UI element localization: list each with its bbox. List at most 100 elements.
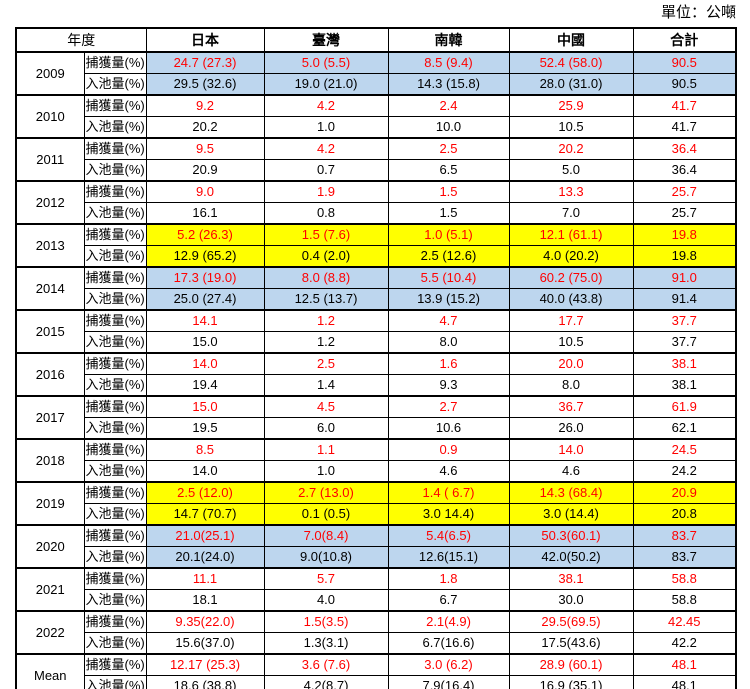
- data-cell: 5.5 (10.4): [387, 266, 510, 289]
- data-cell: 52.4 (58.0): [508, 51, 634, 74]
- data-cell: 3.0 14.4): [387, 503, 510, 526]
- data-cell: 4.0 (20.2): [508, 245, 634, 268]
- table-row-2017-catch: 2017 捕獲量(%) 15.0 4.5 2.7 36.7 61.9: [15, 395, 737, 440]
- table-row-2009-pond: 入池量(%) 29.5 (32.6) 19.0 (21.0) 14.3 (15.8) 2…: [16, 73, 737, 96]
- year-label: 2015: [15, 309, 85, 354]
- data-cell: 2.5: [263, 352, 389, 375]
- data-cell: 9.3: [387, 374, 510, 397]
- pond-row-label: 入池量(%): [83, 73, 147, 96]
- data-cell: 1.1: [263, 438, 389, 461]
- data-cell: 0.1 (0.5): [263, 503, 389, 526]
- data-cell: 42.45: [632, 610, 737, 633]
- data-cell: 8.0: [508, 374, 634, 397]
- data-cell: 12.6(15.1): [387, 546, 510, 569]
- data-cell: 19.5: [145, 417, 265, 440]
- data-cell: 30.0: [508, 589, 634, 612]
- table-row-2013-pond: 入池量(%) 12.9 (65.2) 0.4 (2.0) 2.5 (12.6) 4.0 …: [16, 245, 737, 268]
- catch-row-label: 捕獲量(%): [83, 653, 147, 676]
- data-cell: 1.5(3.5): [263, 610, 389, 633]
- data-cell: 19.0 (21.0): [263, 73, 389, 96]
- data-cell: 3.6 (7.6): [263, 653, 389, 676]
- data-cell: 4.0: [263, 589, 389, 612]
- data-cell: 2.4: [387, 94, 510, 117]
- data-cell: 14.0: [145, 352, 265, 375]
- table-row-2013-catch: 2013 捕獲量(%) 5.2 (26.3) 1.5 (7.6) 1.0 (5.1) 12…: [15, 223, 737, 268]
- data-cell: 4.7: [387, 309, 510, 332]
- table-row-2019-catch: 2019 捕獲量(%) 2.5 (12.0) 2.7 (13.0) 1.4 ( 6.7)…: [15, 481, 737, 526]
- data-cell: 48.1: [632, 675, 737, 689]
- data-cell: 9.0(10.8): [263, 546, 389, 569]
- data-cell: 15.0: [145, 395, 265, 418]
- data-cell: 26.0: [508, 417, 634, 440]
- data-cell: 14.0: [145, 460, 265, 483]
- data-cell: 42.2: [632, 632, 737, 655]
- data-cell: 37.7: [632, 309, 737, 332]
- data-cell: 41.7: [632, 116, 737, 139]
- year-label: 2016: [15, 352, 85, 397]
- data-cell: 11.1: [145, 567, 265, 590]
- year-label: 2012: [15, 180, 85, 225]
- column-header-japan: 日本: [145, 27, 265, 53]
- data-cell: 2.5: [387, 137, 510, 160]
- pond-row-label: 入池量(%): [83, 245, 147, 268]
- data-cell: 16.9 (35.1): [508, 675, 634, 689]
- data-cell: 90.5: [632, 51, 737, 74]
- data-cell: 4.6: [508, 460, 634, 483]
- data-cell: 19.8: [632, 245, 737, 268]
- data-cell: 16.1: [145, 202, 265, 225]
- data-cell: 50.3(60.1): [508, 524, 634, 547]
- data-cell: 1.2: [263, 309, 389, 332]
- unit-label: 單位：公噸: [660, 4, 736, 21]
- data-cell: 8.0: [387, 331, 510, 354]
- pond-row-label: 入池量(%): [83, 589, 147, 612]
- data-cell: 2.5 (12.6): [387, 245, 510, 268]
- data-cell: 1.4 ( 6.7): [387, 481, 510, 504]
- table-row-2011-catch: 2011 捕獲量(%) 9.5 4.2 2.5 20.2 36.4: [15, 137, 737, 182]
- data-cell: 5.2 (26.3): [145, 223, 265, 246]
- table-row-2016-catch: 2016 捕獲量(%) 14.0 2.5 1.6 20.0 38.1: [15, 352, 737, 397]
- table-row-2022-catch: 2022 捕獲量(%) 9.35(22.0) 1.5(3.5) 2.1(4.9) 29.5…: [15, 610, 737, 655]
- data-cell: 19.4: [145, 374, 265, 397]
- catch-row-label: 捕獲量(%): [83, 481, 147, 504]
- data-cell: 5.0 (5.5): [263, 51, 389, 74]
- year-label: 2013: [15, 223, 85, 268]
- data-cell: 36.4: [632, 159, 737, 182]
- header-row: 年度 日本 臺灣 南韓 中國 合計: [15, 27, 737, 53]
- data-cell: 38.1: [632, 352, 737, 375]
- data-cell: 7.0(8.4): [263, 524, 389, 547]
- catch-row-label: 捕獲量(%): [83, 567, 147, 590]
- data-cell: 1.5 (7.6): [263, 223, 389, 246]
- data-cell: 29.5(69.5): [508, 610, 634, 633]
- data-cell: 10.5: [508, 116, 634, 139]
- data-cell: 20.9: [145, 159, 265, 182]
- data-cell: 5.4(6.5): [387, 524, 510, 547]
- eel-catch-table: 年度 日本 臺灣 南韓 中國 合計 2009 捕獲量(%) 24.7 (27.3) 5…: [15, 27, 737, 689]
- data-cell: 83.7: [632, 524, 737, 547]
- catch-row-label: 捕獲量(%): [83, 524, 147, 547]
- pond-row-label: 入池量(%): [83, 159, 147, 182]
- table-row-2010-catch: 2010 捕獲量(%) 9.2 4.2 2.4 25.9 41.7: [15, 94, 737, 139]
- table-row-2017-pond: 入池量(%) 19.5 6.0 10.6 26.0 62.1: [16, 417, 737, 440]
- data-cell: 2.1(4.9): [387, 610, 510, 633]
- data-cell: 1.5: [387, 180, 510, 203]
- table-row-2016-pond: 入池量(%) 19.4 1.4 9.3 8.0 38.1: [16, 374, 737, 397]
- table-row-2009-catch: 2009 捕獲量(%) 24.7 (27.3) 5.0 (5.5) 8.5 (9.4) 5…: [15, 51, 737, 96]
- catch-row-label: 捕獲量(%): [83, 180, 147, 203]
- pond-row-label: 入池量(%): [83, 460, 147, 483]
- data-cell: 13.3: [508, 180, 634, 203]
- catch-row-label: 捕獲量(%): [83, 94, 147, 117]
- catch-row-label: 捕獲量(%): [83, 51, 147, 74]
- data-cell: 21.0(25.1): [145, 524, 265, 547]
- data-cell: 14.7 (70.7): [145, 503, 265, 526]
- catch-row-label: 捕獲量(%): [83, 137, 147, 160]
- data-cell: 28.0 (31.0): [508, 73, 634, 96]
- table-row-2012-pond: 入池量(%) 16.1 0.8 1.5 7.0 25.7: [16, 202, 737, 225]
- data-cell: 14.0: [508, 438, 634, 461]
- table-row-2015-pond: 入池量(%) 15.0 1.2 8.0 10.5 37.7: [16, 331, 737, 354]
- data-cell: 17.3 (19.0): [145, 266, 265, 289]
- data-cell: 18.1: [145, 589, 265, 612]
- data-cell: 10.6: [387, 417, 510, 440]
- year-label: 2009: [15, 51, 85, 96]
- year-label: 2022: [15, 610, 85, 655]
